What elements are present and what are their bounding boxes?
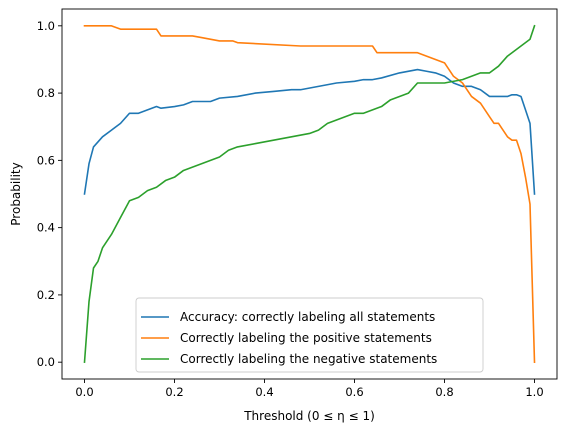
legend-box <box>135 297 484 373</box>
y-tick-label: 0.4 <box>37 221 55 235</box>
y-axis-label: Probability <box>9 162 23 225</box>
y-tick-label: 1.0 <box>37 19 55 33</box>
y-tick-label: 0.2 <box>37 288 55 302</box>
legend-label-1: Correctly labeling the positive statemen… <box>180 331 432 345</box>
x-tick-label: 0.2 <box>165 385 183 399</box>
series-line-1 <box>83 25 536 364</box>
x-tick-label: 0.0 <box>75 385 93 399</box>
legend: Accuracy: correctly labeling all stateme… <box>135 297 484 373</box>
series-line-2 <box>83 24 536 364</box>
x-tick-label: 0.8 <box>435 385 453 399</box>
legend-label-2: Correctly labeling the negative statemen… <box>180 352 437 366</box>
x-tick-label: 1.0 <box>525 385 543 399</box>
axes-frame <box>61 8 558 380</box>
y-tick-label: 0.0 <box>37 355 55 369</box>
x-tick-label: 0.6 <box>345 385 363 399</box>
ticks: 0.0 0.2 0.4 0.6 0.8 1.0 0.0 0.2 0.4 0.6 0.8 1.0 <box>37 19 544 399</box>
series-line-0 <box>83 68 536 195</box>
x-tick-label: 0.4 <box>255 385 273 399</box>
legend-label-0: Accuracy: correctly labeling all stateme… <box>180 310 435 324</box>
x-axis-label: Threshold (0 ≤ η ≤ 1) <box>243 409 375 423</box>
y-tick-label: 0.6 <box>37 153 55 167</box>
y-tick-label: 0.8 <box>37 86 55 100</box>
plot-area <box>83 24 536 364</box>
